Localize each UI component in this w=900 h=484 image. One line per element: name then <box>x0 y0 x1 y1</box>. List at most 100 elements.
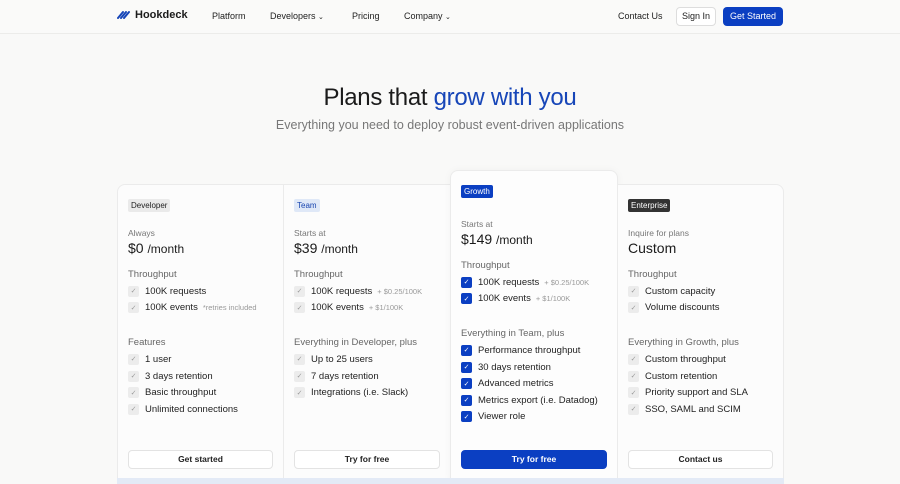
price-value: $0 <box>128 240 144 256</box>
item-text: Basic throughput <box>145 387 217 399</box>
chevron-down-icon: ⌄ <box>445 14 451 21</box>
sign-in-button[interactable]: Sign In <box>676 7 716 26</box>
logo-text: Hookdeck <box>135 9 188 21</box>
check-icon: ✓ <box>628 302 639 314</box>
check-icon: ✓ <box>294 370 305 382</box>
plan-price: Custom <box>628 240 773 256</box>
item-text: 100K requests <box>478 276 540 288</box>
list-item: ✓ Up to 25 users <box>294 351 440 368</box>
section-heading: Everything in Growth, plus <box>628 337 739 349</box>
logo[interactable]: Hookdeck <box>117 9 188 21</box>
list-item: ✓ 100K requests + $0.25/100K <box>294 283 440 300</box>
get-started-button[interactable]: Get Started <box>723 7 783 26</box>
list-item: ✓ 100K events + $1/100K <box>461 291 607 308</box>
list-item: ✓ 3 days retention <box>128 368 273 385</box>
section-heading: Throughput <box>128 269 177 280</box>
item-text: Priority support and SLA <box>645 387 748 399</box>
check-icon: ✓ <box>461 394 472 406</box>
section-heading: Everything in Developer, plus <box>294 337 418 349</box>
item-extra: + $0.25/100K <box>377 286 423 296</box>
page-title: Plans that grow with you <box>0 84 900 112</box>
price-label: Starts at <box>461 219 493 229</box>
item-text: Volume discounts <box>645 302 720 314</box>
check-icon: ✓ <box>461 411 472 423</box>
nav-contact-us[interactable]: Contact Us <box>618 11 663 21</box>
item-text: Unlimited connections <box>145 403 238 415</box>
nav-developers-label: Developers <box>270 11 316 21</box>
title-part: Plans that <box>323 84 434 111</box>
list-item: ✓ Integrations (i.e. Slack) <box>294 384 440 401</box>
item-text: 1 user <box>145 353 172 365</box>
title-highlight: grow with you <box>433 84 577 111</box>
plan-price: $39 /month <box>294 240 440 256</box>
item-extra: + $1/100K <box>368 303 404 313</box>
hookdeck-logo-icon <box>117 11 130 19</box>
list-item: ✓ Performance throughput <box>461 342 607 359</box>
item-text: Metrics export (i.e. Datadog) <box>478 394 598 406</box>
plan-price: $0 /month <box>128 240 273 256</box>
price-label: Starts at <box>294 228 326 238</box>
item-extra: *retries included <box>202 303 257 313</box>
top-nav: Hookdeck Platform Developers ⌄ Pricing C… <box>0 0 900 34</box>
plan-card-growth: Growth Starts at $149 /month Throughput ✓… <box>450 170 618 484</box>
price-label: Always <box>128 228 155 238</box>
check-icon: ✓ <box>628 285 639 297</box>
item-text: 30 days retention <box>478 361 551 373</box>
plan-cta-button[interactable]: Contact us <box>628 450 773 469</box>
list-item: ✓ Metrics export (i.e. Datadog) <box>461 392 607 409</box>
plan-cta-button[interactable]: Try for free <box>461 450 607 469</box>
item-text: Viewer role <box>478 411 526 423</box>
item-extra: + $1/100K <box>535 294 571 304</box>
list-item: ✓ 1 user <box>128 351 273 368</box>
plan-price: $149 /month <box>461 231 607 247</box>
nav-pricing[interactable]: Pricing <box>352 11 380 21</box>
check-icon: ✓ <box>628 370 639 382</box>
check-icon: ✓ <box>461 378 472 390</box>
list-item: ✓ Basic throughput <box>128 384 273 401</box>
list-item: ✓ 100K events *retries included <box>128 300 273 317</box>
nav-platform[interactable]: Platform <box>212 11 246 21</box>
check-icon: ✓ <box>128 353 139 365</box>
price-label: Inquire for plans <box>628 228 689 238</box>
check-icon: ✓ <box>294 285 305 297</box>
list-item: ✓ Advanced metrics <box>461 375 607 392</box>
nav-company[interactable]: Company ⌄ <box>404 11 451 21</box>
price-period: /month <box>496 233 533 247</box>
section-heading: Throughput <box>294 269 343 280</box>
list-item: ✓ Custom retention <box>628 368 773 385</box>
check-icon: ✓ <box>461 276 472 288</box>
section-heading: Throughput <box>628 269 677 280</box>
list-item: ✓ 100K requests + $0.25/100K <box>461 274 607 291</box>
plan-cta-button[interactable]: Get started <box>128 450 273 469</box>
list-item: ✓ Custom throughput <box>628 351 773 368</box>
page-subtitle: Everything you need to deploy robust eve… <box>275 118 625 132</box>
nav-developers[interactable]: Developers ⌄ <box>270 11 324 21</box>
item-text: Performance throughput <box>478 344 581 356</box>
check-icon: ✓ <box>128 387 139 399</box>
list-item: ✓ 100K events + $1/100K <box>294 300 440 317</box>
item-text: Advanced metrics <box>478 378 554 390</box>
price-value: $39 <box>294 240 318 256</box>
section-heading: Features <box>128 337 166 349</box>
list-item: ✓ Priority support and SLA <box>628 384 773 401</box>
plan-badge: Developer <box>128 199 171 212</box>
plan-card-developer: Developer Always $0 /month Throughput ✓ 10… <box>117 184 284 484</box>
check-icon: ✓ <box>128 285 139 297</box>
check-icon: ✓ <box>461 344 472 356</box>
check-icon: ✓ <box>628 353 639 365</box>
plan-badge: Growth <box>461 185 493 198</box>
check-icon: ✓ <box>461 361 472 373</box>
bottom-strip <box>117 478 784 484</box>
plan-card-team: Team Starts at $39 /month Throughput ✓ 100… <box>283 184 451 484</box>
item-text: 3 days retention <box>145 370 213 382</box>
plan-cta-button[interactable]: Try for free <box>294 450 440 469</box>
list-item: ✓ SSO, SAML and SCIM <box>628 401 773 418</box>
list-item: ✓ Custom capacity <box>628 283 773 300</box>
item-text: 100K requests <box>311 285 373 297</box>
check-icon: ✓ <box>128 403 139 415</box>
nav-company-label: Company <box>404 11 443 21</box>
item-text: Custom capacity <box>645 285 716 297</box>
item-text: Up to 25 users <box>311 353 373 365</box>
check-icon: ✓ <box>628 403 639 415</box>
check-icon: ✓ <box>628 387 639 399</box>
